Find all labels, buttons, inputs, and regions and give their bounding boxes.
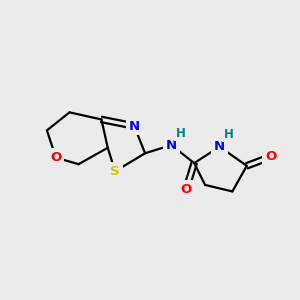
Text: N: N [129, 119, 140, 133]
Text: O: O [180, 183, 192, 196]
Text: N: N [166, 139, 177, 152]
Text: N: N [214, 140, 225, 153]
Text: O: O [50, 151, 62, 164]
Text: H: H [176, 127, 185, 140]
Text: H: H [224, 128, 233, 141]
Text: O: O [265, 150, 276, 163]
Text: S: S [110, 165, 120, 178]
